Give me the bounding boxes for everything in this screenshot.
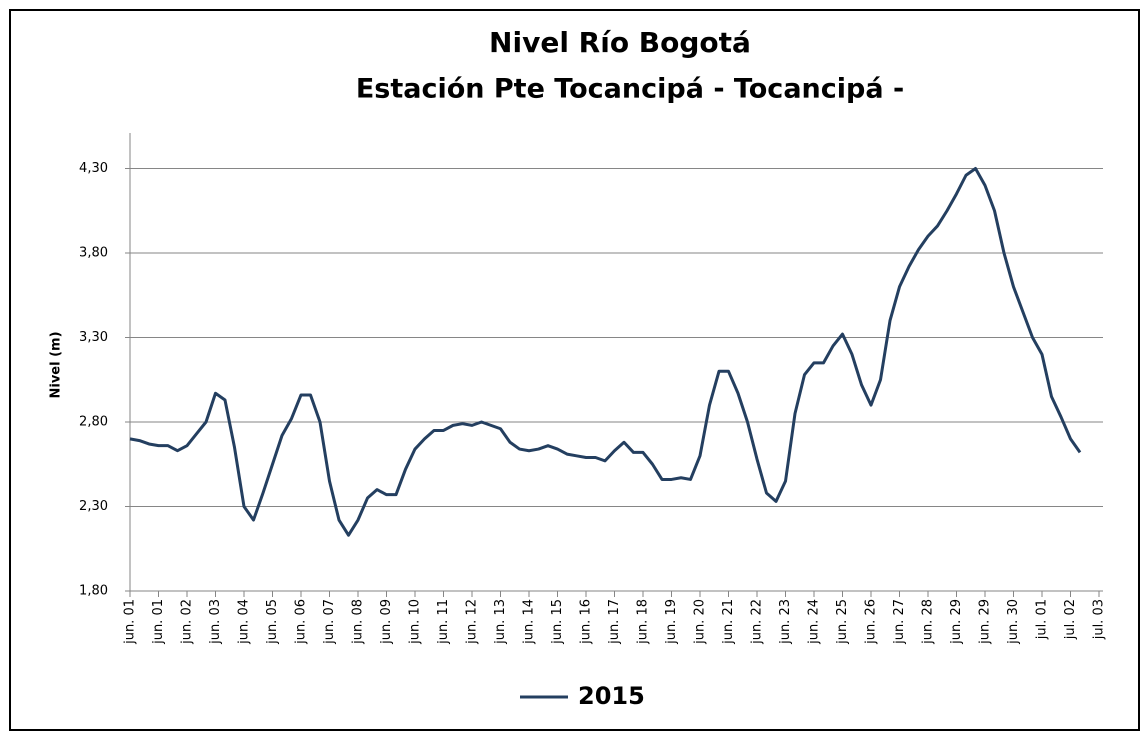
chart-title: Nivel Río Bogotá — [489, 26, 751, 59]
x-tick-label: jun. 12 — [465, 599, 480, 645]
y-tick-label: 1,80 — [79, 584, 108, 599]
x-tick-label: jun. 27 — [892, 599, 907, 645]
x-tick-label: jun. 01 — [123, 599, 138, 645]
x-tick-label: jun. 10 — [408, 599, 423, 645]
x-tick-label: jun. 02 — [180, 599, 195, 645]
x-tick-label: jun. 24 — [807, 599, 822, 645]
x-tick-label: jun. 04 — [237, 599, 252, 645]
y-tick-label: 2,30 — [79, 499, 108, 514]
chart-subtitle: Estación Pte Tocancipá - Tocancipá - — [356, 74, 904, 105]
x-tick-label: jun. 08 — [351, 599, 366, 645]
x-tick-label: jun. 14 — [522, 599, 537, 645]
x-tick-label: jun. 03 — [208, 599, 223, 645]
x-tick-label: jun. 30 — [1006, 599, 1021, 645]
x-tick-label: jun. 07 — [322, 599, 337, 645]
data-line — [129, 166, 1082, 537]
x-tick-label: jun. 22 — [750, 599, 765, 645]
x-tick-label: jun. 29 — [949, 599, 964, 645]
x-tick-label: jun. 26 — [864, 599, 879, 645]
y-tick-label: 4,30 — [79, 161, 108, 176]
x-tick-label: jun. 20 — [693, 599, 708, 645]
x-tick-label: jun. 15 — [550, 599, 565, 645]
x-tick-label: jun. 21 — [721, 599, 736, 645]
x-tick-label: jun. 17 — [607, 599, 622, 645]
legend-label: 2015 — [578, 682, 645, 710]
y-tick-label: 3,80 — [79, 245, 108, 260]
chart-frame — [9, 9, 1140, 731]
x-tick-label: jun. 09 — [379, 599, 394, 645]
x-tick-label: jun. 23 — [778, 599, 793, 645]
x-tick-label: jun. 18 — [636, 599, 651, 645]
x-tick-label: jun. 25 — [835, 599, 850, 645]
x-tick-label: jun. 13 — [493, 599, 508, 645]
x-tick-label: jul. 01 — [1035, 599, 1050, 640]
x-tick-label: jun. 01 — [151, 599, 166, 645]
y-tick-label: 3,30 — [79, 330, 108, 345]
y-tick-label: 2,80 — [79, 414, 108, 429]
x-tick-label: jun. 29 — [978, 599, 993, 645]
y-axis-label: Nivel (m) — [49, 331, 64, 398]
x-tick-label: jun. 11 — [436, 599, 451, 645]
x-tick-label: jul. 03 — [1092, 599, 1107, 640]
x-tick-label: jun. 05 — [265, 599, 280, 645]
x-tick-label: jun. 06 — [294, 599, 309, 645]
x-tick-label: jun. 28 — [921, 599, 936, 645]
x-tick-label: jun. 16 — [579, 599, 594, 645]
x-tick-label: jun. 19 — [664, 599, 679, 645]
x-tick-label: jul. 02 — [1063, 599, 1078, 640]
